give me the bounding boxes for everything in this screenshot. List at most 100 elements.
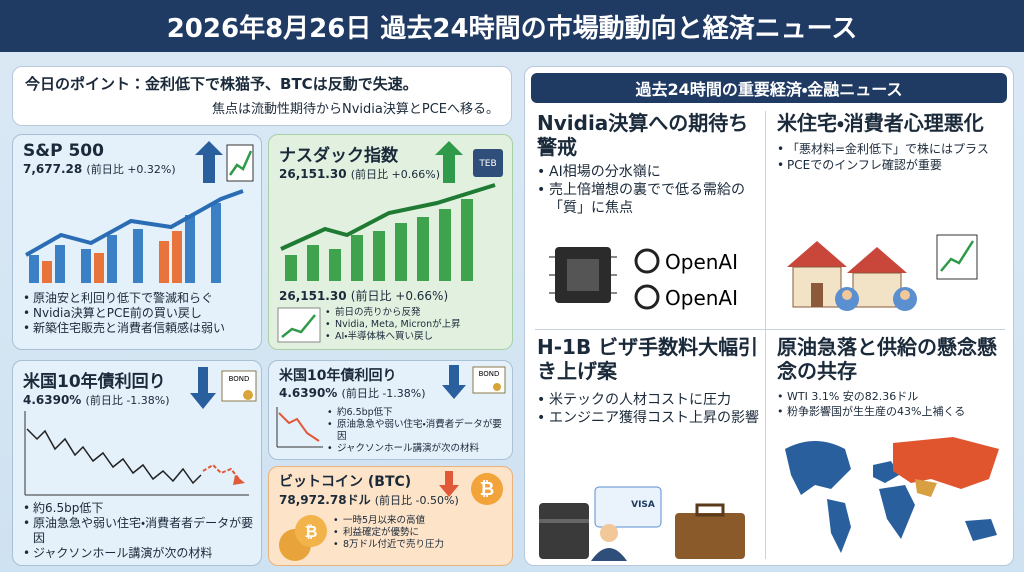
decoration: [442, 365, 466, 399]
decoration: [539, 503, 589, 559]
decoration: [787, 241, 847, 267]
decoration: ₿: [304, 522, 317, 541]
decoration: [107, 235, 117, 283]
value: 4.6390%: [23, 393, 82, 407]
decoration: [439, 209, 451, 281]
value: 26,151.30: [279, 289, 347, 303]
icon: ₿: [279, 515, 327, 561]
news-item-title: Nvidia決算への期待ち警戒: [537, 111, 749, 159]
bullets: 約6.5bp低下原油急急や弱い住宅・消費者者データが要因ジャクソンホール講演が次…: [23, 501, 258, 561]
bullets: 米テックの人材コストに圧力エンジニア獲得コスト上昇の影響: [537, 391, 761, 427]
panel-title: S&P 500: [23, 141, 104, 161]
nasdaq-illustration: [280, 183, 496, 281]
decoration: [195, 141, 223, 183]
bullet: Nvidia, Meta, Micronが上昇: [325, 319, 461, 331]
decoration: [159, 241, 169, 283]
decoration: [675, 513, 745, 559]
decoration: [307, 245, 319, 281]
bullet: 原油急急や弱い住宅・消費者者データが要因: [23, 516, 258, 546]
world-map: [785, 437, 999, 553]
decoration: [439, 471, 459, 497]
icon: BOND: [442, 365, 506, 399]
news-item: 米住宅・消費者心理悪化 「悪材料=金利低下」で株にはプラスPCEでのインフレ確認…: [777, 111, 1007, 173]
icon: BOND: [190, 367, 257, 409]
bond-panel: 米国10年債利回り 4.6390% (前日比 -1.38%) BOND 約6.5…: [12, 360, 262, 566]
icon: TEB: [435, 141, 503, 183]
change: (前日比 +0.32%): [86, 163, 176, 176]
panel-title: ナスダック指数: [279, 146, 398, 166]
bullet: 約6.5bp低下: [327, 407, 509, 419]
bullet: Nvidia決算とPCE前の買い戻し: [23, 306, 225, 321]
decoration: [965, 519, 997, 541]
bullets: AI相場の分水嶺に売上倍増想の裏でで低る需給の「質」に焦点: [537, 163, 757, 217]
bullet: 前日の売りから反発: [325, 307, 461, 319]
point-box: 今日のポイント：金利低下で株猫予、BTCは反動で失速。 焦点は流動性期待からNv…: [12, 66, 512, 126]
bullet: 8万ドル付近で売り圧力: [333, 539, 444, 551]
divider: [765, 111, 766, 559]
point-text: 金利低下で株猫予、BTCは反動で失速。: [145, 75, 418, 93]
decoration: [42, 261, 52, 283]
value: 4.6390%: [279, 386, 338, 400]
decoration: [277, 307, 321, 343]
bullet: PCEでのインフレ確認が重要: [777, 157, 1007, 173]
decoration: [600, 524, 618, 542]
bond-illustration: [24, 411, 249, 496]
decoration: [233, 475, 245, 485]
panel-value: 26,151.30 (前日比 +0.66%): [279, 166, 502, 182]
bullets: 一時5月以来の高値利益確定が優勢に8万ドル付近で売り圧力: [333, 515, 444, 551]
value: 7,677.28: [23, 162, 83, 176]
divider: [535, 329, 1005, 330]
bullet: AI相場の分水嶺に: [537, 163, 757, 181]
bullets: 原油安と利回り低下で警滅和らぐNvidia決算とPCE前の買い戻し新築住宅販売と…: [23, 291, 225, 336]
decoration: [873, 461, 899, 483]
news-illustration: [787, 234, 978, 311]
bullet: 原油急急や弱い住宅・消費者データが要因: [327, 419, 509, 443]
decoration: [329, 249, 341, 281]
decoration: [915, 479, 937, 497]
decoration: [549, 256, 617, 294]
bullet: AI・半導体株へ買い戻し: [325, 331, 461, 343]
news-illustration: OpenAI OpenAI: [549, 247, 738, 310]
point-label: 今日のポイント：: [25, 75, 146, 93]
decoration: [202, 463, 240, 480]
decoration: [695, 503, 725, 517]
decoration: ₿: [480, 479, 495, 500]
decoration: [190, 367, 216, 409]
panel-value: 4.6390% (前日比 -1.38%): [23, 392, 251, 408]
decoration: [395, 223, 407, 281]
icon: ₿: [439, 471, 503, 505]
decoration: [842, 290, 852, 300]
bond-small-panel: 米国10年債利回り 4.6390% (前日比 -1.38%) BOND 約6.5…: [268, 360, 513, 460]
decoration: [893, 437, 999, 489]
change: (前日比 -0.50%): [374, 494, 459, 507]
bond-label: BOND: [479, 370, 500, 378]
decoration: [900, 290, 910, 300]
panel-title: 米国10年債利回り: [279, 368, 397, 384]
decoration: [280, 183, 496, 251]
decoration: [295, 515, 327, 547]
decoration: [278, 412, 320, 442]
sub-value: 26,151.30 (前日比 +0.66%): [279, 287, 448, 304]
decoration: [879, 485, 915, 539]
bullet: WTI 3.1% 安の82.36ドル: [777, 389, 1007, 404]
bullet: 粉争影響国が生生産の43%上補くる: [777, 404, 1007, 419]
decoration: [351, 235, 363, 281]
panel-value: 7,677.28 (前日比 +0.32%): [23, 161, 251, 177]
point-text: 焦点は流動性期待からNvidia決算とPCEへ移る。: [212, 102, 499, 117]
decoration: [211, 203, 221, 283]
bullet: 一時5月以来の高値: [333, 515, 444, 527]
decoration: [785, 441, 851, 495]
decoration: [94, 253, 104, 283]
decoration: [936, 234, 978, 280]
decoration: [473, 149, 503, 177]
news-box: 過去24時間の重要経済・金融ニュース Nvidia決算への期待ち警戒 AI相場の…: [524, 66, 1014, 566]
btc-panel: ビットコイン (BTC) 78,972.78ドル (前日比 -0.50%) ₿ …: [268, 466, 513, 566]
decoration: [471, 473, 503, 505]
bullet: ジャクソンホール講演が次の材料: [23, 546, 258, 561]
bullet: 「悪材料=金利低下」で株にはプラス: [777, 141, 1007, 157]
decoration: [847, 247, 907, 273]
value: 26,151.30: [279, 167, 347, 181]
header: 2026年8月26日 過去24時間の市場動動向と経済ニュース: [0, 0, 1024, 52]
bullet: 約6.5bp低下: [23, 501, 258, 516]
